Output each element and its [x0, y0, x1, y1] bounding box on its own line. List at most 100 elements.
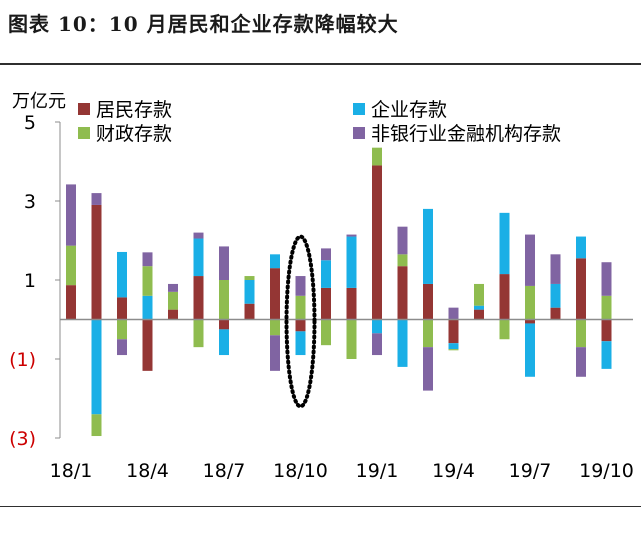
- title-divider: [0, 63, 641, 65]
- x-tick-label: 19/1: [356, 460, 399, 482]
- bar-18-10-series-0: [295, 319, 306, 332]
- bar-18-3-series-3: [117, 339, 127, 356]
- bar-19-9-series-3: [576, 347, 586, 377]
- bar-18-4-series-0: [142, 319, 153, 371]
- bar-18-8-series-0: [244, 303, 255, 320]
- bar-18-9-series-0: [270, 268, 280, 320]
- bar-18-4-series-3: [142, 252, 153, 267]
- legend-label-3: 非银行业金融机构存款: [371, 123, 561, 145]
- bar-19-1-series-0: [372, 165, 382, 320]
- annotation-layer: [284, 234, 317, 409]
- bar-19-10-series-1: [601, 341, 612, 369]
- bar-19-4-series-3: [448, 307, 459, 320]
- bar-19-10-series-3: [601, 262, 612, 296]
- bar-19-3-series-3: [423, 347, 433, 391]
- bar-18-4-series-2: [142, 266, 153, 296]
- bar-19-9-series-2: [576, 319, 586, 348]
- bar-18-6-series-3: [193, 232, 204, 239]
- bar-19-7-series-2: [525, 285, 535, 320]
- bar-18-10-series-1: [295, 331, 306, 356]
- bar-19-10-series-0: [601, 319, 612, 342]
- bar-18-10-series-2: [295, 295, 306, 320]
- bar-18-9-series-1: [270, 254, 280, 269]
- bar-18-12-series-3: [346, 234, 357, 237]
- bar-19-1-series-2: [372, 147, 382, 166]
- bars-layer: [66, 147, 612, 437]
- bar-18-2-series-0: [91, 204, 102, 320]
- axes-layer: [55, 121, 633, 439]
- bar-18-1-series-2: [66, 245, 76, 286]
- bar-18-9-series-3: [270, 335, 280, 371]
- y-tick-label: 5: [24, 112, 36, 134]
- x-tick-label: 19/7: [509, 460, 552, 482]
- bar-19-6-series-0: [499, 274, 510, 320]
- x-tick-label: 18/4: [126, 460, 169, 482]
- x-tick-label: 18/10: [273, 460, 328, 482]
- highlight-ellipse: [284, 234, 317, 409]
- bar-19-1-series-3: [372, 333, 382, 356]
- bar-19-7-series-0: [525, 319, 535, 324]
- x-tick-label: 18/7: [203, 460, 246, 482]
- bar-18-9-series-2: [270, 319, 280, 336]
- bar-19-7-series-3: [525, 234, 535, 286]
- bar-18-8-series-1: [244, 280, 255, 304]
- bar-19-8-series-0: [550, 307, 561, 320]
- bar-18-11-series-0: [321, 287, 331, 320]
- tick-labels-layer: 5 3 1 (1) (3) 万亿元 18/1 18/4 18/7 18/10 19/1 19/4 19/…: [9, 91, 634, 482]
- bar-18-8-series-2: [244, 276, 255, 280]
- bar-18-11-series-1: [321, 260, 331, 288]
- bar-19-9-series-0: [576, 258, 586, 320]
- bar-18-3-series-1: [117, 251, 127, 298]
- bar-18-2-series-3: [91, 193, 102, 205]
- x-tick-label: 19/4: [432, 460, 475, 482]
- figure-title: 图表 10：10 月居民和企业存款降幅较大: [8, 12, 399, 36]
- bar-19-6-series-2: [499, 319, 510, 340]
- legend-swatch-2: [78, 127, 90, 139]
- bar-18-7-series-1: [219, 329, 229, 356]
- bar-18-2-series-1: [91, 319, 102, 415]
- y-tick-label: (1): [9, 349, 36, 371]
- bar-18-7-series-0: [219, 319, 229, 330]
- bar-18-1-series-3: [66, 184, 76, 246]
- bar-19-8-series-3: [550, 254, 561, 284]
- bar-18-5-series-0: [168, 309, 178, 320]
- bar-19-2-series-1: [397, 319, 408, 367]
- bar-18-11-series-3: [321, 248, 331, 261]
- bar-19-6-series-1: [499, 212, 510, 275]
- bar-18-2-series-2: [91, 414, 102, 437]
- y-tick-label: 1: [24, 270, 36, 292]
- bar-19-7-series-1: [525, 323, 535, 377]
- bar-18-12-series-2: [346, 319, 357, 359]
- bar-18-3-series-0: [117, 297, 127, 320]
- bar-19-5-series-0: [474, 309, 484, 320]
- bar-19-2-series-3: [397, 226, 408, 255]
- bar-19-2-series-0: [397, 266, 408, 320]
- bar-19-4-series-0: [448, 319, 459, 344]
- legend-label-1: 企业存款: [371, 99, 447, 121]
- bar-19-3-series-0: [423, 283, 433, 320]
- bar-18-12-series-0: [346, 287, 357, 320]
- bar-18-6-series-1: [193, 238, 204, 277]
- bar-18-11-series-2: [321, 319, 331, 346]
- y-unit-label: 万亿元: [12, 91, 66, 112]
- bottom-divider: [0, 506, 641, 507]
- bar-18-7-series-2: [219, 280, 229, 320]
- legend-swatch-0: [78, 103, 90, 115]
- bar-18-7-series-3: [219, 246, 229, 280]
- legend-swatch-3: [353, 127, 365, 139]
- x-tick-label: 18/1: [50, 460, 93, 482]
- legend-label-0: 居民存款: [96, 99, 172, 121]
- y-tick-label: 3: [24, 191, 36, 213]
- bar-18-1-series-0: [66, 285, 76, 320]
- bar-18-6-series-2: [193, 319, 204, 348]
- x-tick-label: 19/10: [579, 460, 634, 482]
- legend-swatch-1: [353, 103, 365, 115]
- bar-18-5-series-3: [168, 283, 178, 292]
- bar-19-5-series-2: [474, 283, 484, 306]
- bar-19-10-series-2: [601, 295, 612, 320]
- bar-19-9-series-1: [576, 236, 586, 259]
- bar-18-4-series-1: [142, 295, 153, 320]
- bar-18-6-series-0: [193, 276, 204, 320]
